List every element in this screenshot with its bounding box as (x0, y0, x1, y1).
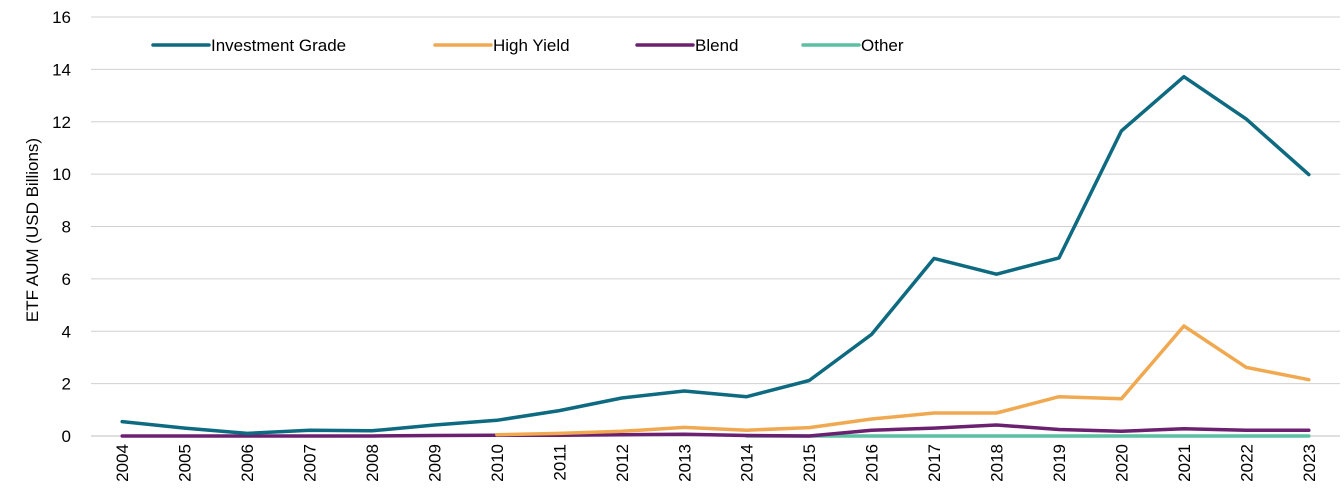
y-tick-label: 2 (62, 375, 71, 394)
y-axis-label: ETF AUM (USD Billions) (23, 138, 42, 322)
y-tick-label: 12 (52, 113, 71, 132)
x-tick-label: 2008 (363, 444, 382, 482)
legend-label: Blend (695, 36, 738, 55)
x-tick-label: 2023 (1300, 444, 1319, 482)
x-tick-label: 2021 (1175, 444, 1194, 482)
x-tick-label: 2020 (1112, 444, 1131, 482)
series-line-investment-grade (120, 74, 1311, 436)
series-line-blend (120, 423, 1311, 438)
y-tick-label: 8 (62, 218, 71, 237)
gridlines (91, 16, 1340, 437)
x-tick-label: 2017 (925, 444, 944, 482)
y-tick-label: 4 (62, 322, 71, 341)
y-tick-label: 16 (52, 8, 71, 27)
y-tick-label: 10 (52, 165, 71, 184)
x-axis-ticks: 2004 2005 2006 2007 2008 2009 2010 2011 2012 2013… (113, 444, 1319, 482)
legend-label: High Yield (493, 36, 570, 55)
y-tick-label: 6 (62, 270, 71, 289)
x-tick-label: 2018 (988, 444, 1007, 482)
series-lines (120, 74, 1311, 438)
x-tick-label: 2010 (488, 444, 507, 482)
x-tick-label: 2009 (425, 444, 444, 482)
x-tick-label: 2011 (550, 444, 569, 481)
x-tick-label: 2022 (1237, 444, 1256, 482)
y-tick-label: 0 (62, 427, 71, 446)
x-tick-label: 2012 (613, 444, 632, 482)
legend-label: Other (861, 36, 904, 55)
y-axis-ticks: 0 2 4 6 8 10 12 14 16 (52, 8, 71, 446)
legend: Investment Grade High Yield Blend Other (151, 36, 904, 55)
x-tick-label: 2013 (675, 444, 694, 482)
x-tick-label: 2014 (738, 444, 757, 482)
x-tick-label: 2006 (238, 444, 257, 482)
y-tick-label: 14 (52, 60, 71, 79)
legend-label: Investment Grade (211, 36, 346, 55)
x-tick-label: 2019 (1050, 444, 1069, 482)
x-tick-label: 2015 (800, 444, 819, 482)
x-tick-label: 2004 (113, 444, 132, 482)
x-tick-label: 2005 (176, 444, 195, 482)
x-tick-label: 2016 (863, 444, 882, 482)
series-line-high-yield (495, 324, 1311, 437)
x-tick-label: 2007 (301, 444, 320, 482)
